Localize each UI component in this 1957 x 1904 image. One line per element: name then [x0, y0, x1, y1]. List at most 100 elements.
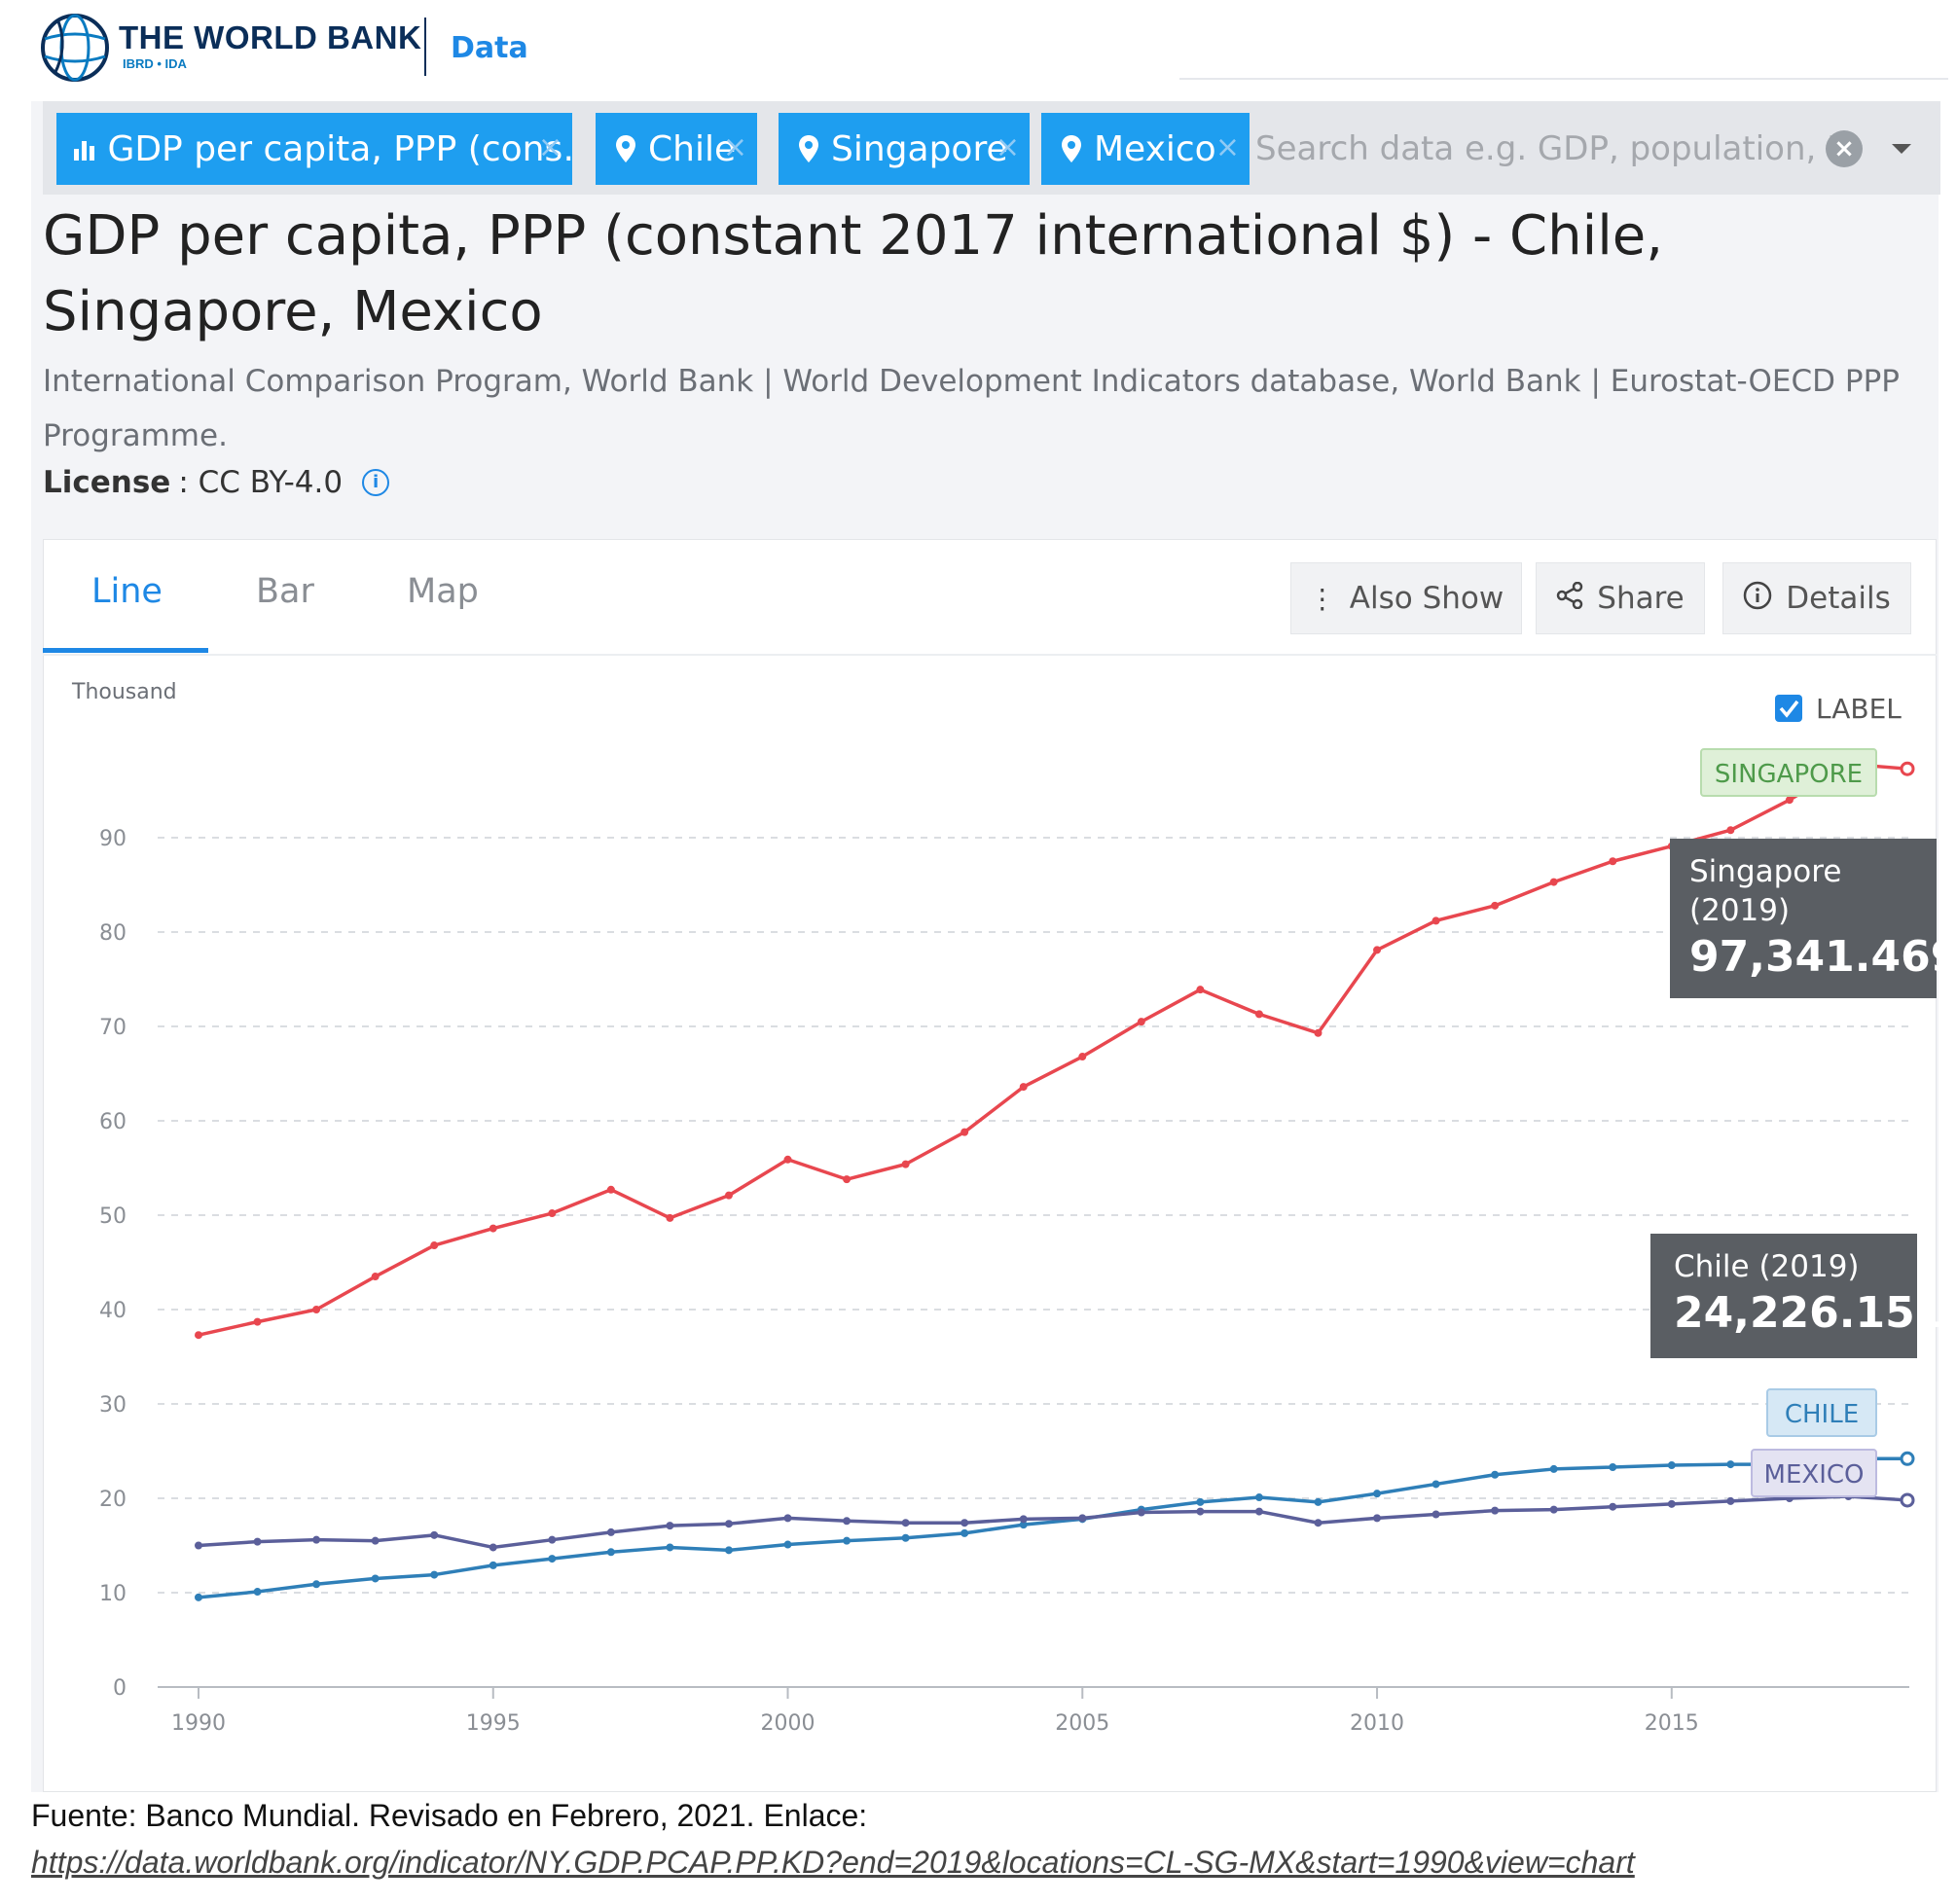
data-point	[783, 1514, 792, 1523]
data-point	[960, 1528, 969, 1537]
data-point	[253, 1317, 262, 1326]
data-point	[783, 1155, 792, 1164]
data-point	[1373, 946, 1382, 954]
data-point	[1549, 1505, 1558, 1514]
data-point	[253, 1588, 262, 1597]
data-point	[843, 1175, 852, 1184]
info-icon	[1743, 581, 1772, 617]
data-point	[1491, 1470, 1500, 1479]
data-point	[960, 1519, 969, 1527]
data-point	[606, 1527, 615, 1536]
indicator-chip[interactable]: GDP per capita, PPP (cons… ×	[56, 113, 572, 185]
license-value[interactable]: : CC BY-4.0	[178, 465, 344, 500]
data-point	[1432, 1480, 1440, 1489]
data-point	[1373, 1490, 1382, 1498]
country-chip-singapore[interactable]: Singapore ×	[779, 113, 1030, 185]
country-chip-label: Mexico	[1094, 128, 1216, 169]
x-tick-label: 2015	[1645, 1711, 1699, 1736]
data-point	[430, 1570, 439, 1579]
tab-line[interactable]: Line	[91, 572, 163, 611]
y-tick-label: 80	[99, 921, 127, 946]
data-point	[1549, 878, 1558, 886]
search-input[interactable]	[1255, 115, 1859, 183]
chart-card	[43, 539, 1937, 1792]
remove-indicator-icon[interactable]: ×	[537, 130, 562, 164]
data-point	[1019, 1083, 1028, 1092]
data-point	[1900, 1451, 1915, 1466]
tooltip-country: Chile (2019)	[1674, 1249, 1860, 1284]
world-bank-logo-text[interactable]: THE WORLD BANK	[119, 19, 422, 55]
series-label: SINGAPORE	[1715, 760, 1863, 789]
also-show-button[interactable]: ⋮ Also Show	[1290, 562, 1522, 634]
tooltip-country: Singapore	[1689, 854, 1842, 889]
map-pin-icon	[794, 132, 823, 165]
data-home-link[interactable]: Data	[451, 31, 528, 65]
data-point	[371, 1273, 380, 1281]
country-chip-chile[interactable]: Chile ×	[596, 113, 757, 185]
data-point	[783, 1540, 792, 1549]
x-tick-label: 1995	[466, 1711, 521, 1736]
series-labels: SINGAPORE CHILE MEXICO	[1700, 748, 1877, 1497]
data-point	[1491, 901, 1500, 910]
data-point	[1609, 1502, 1617, 1511]
data-point	[1254, 1493, 1263, 1502]
y-tick-label: 30	[99, 1393, 127, 1418]
info-icon[interactable]: i	[362, 469, 390, 496]
data-point	[1432, 916, 1440, 925]
tooltip-year: (2019)	[1689, 893, 1791, 928]
active-tab-indicator	[43, 648, 208, 653]
world-bank-globe-icon[interactable]	[39, 12, 111, 84]
tab-divider	[43, 654, 1937, 656]
x-tick-label: 2005	[1055, 1711, 1109, 1736]
clear-search-icon[interactable]: ×	[1826, 130, 1863, 167]
x-axis: 1990 1995 2000 2005 2010 2015	[158, 1686, 1909, 1736]
x-tick-label: 2000	[761, 1711, 815, 1736]
chart-series	[195, 760, 1915, 1601]
data-point	[901, 1160, 910, 1168]
world-bank-logo-subtitle: IBRD • IDA	[123, 56, 187, 71]
x-tick-label: 2010	[1350, 1711, 1404, 1736]
series-label: MEXICO	[1764, 1460, 1865, 1490]
tooltip-chile: Chile (2019) 24,226.151	[1650, 1234, 1945, 1358]
license-key: License	[43, 465, 171, 500]
series-label-box	[1766, 1388, 1877, 1437]
data-point	[960, 1128, 969, 1136]
data-point	[195, 1331, 202, 1340]
data-point	[606, 1548, 615, 1557]
data-point	[1726, 1496, 1735, 1505]
remove-singapore-icon[interactable]: ×	[995, 130, 1020, 164]
data-point	[1196, 1507, 1205, 1516]
label-checkbox[interactable]	[1775, 695, 1802, 722]
also-show-label: Also Show	[1349, 581, 1504, 616]
data-point	[371, 1536, 380, 1545]
source-link[interactable]: https://data.worldbank.org/indicator/NY.…	[31, 1845, 1635, 1880]
tooltip-value: 24,226.151	[1674, 1288, 1945, 1338]
data-point	[371, 1574, 380, 1583]
country-chip-label: Singapore	[831, 128, 1008, 169]
header-divider	[424, 18, 426, 76]
data-point	[1609, 1462, 1617, 1471]
data-point	[312, 1535, 321, 1544]
remove-mexico-icon[interactable]: ×	[1214, 130, 1240, 164]
share-button[interactable]: Share	[1536, 562, 1705, 634]
data-point	[1314, 1519, 1323, 1527]
chevron-down-icon[interactable]	[1892, 144, 1911, 154]
data-point	[1609, 857, 1617, 866]
details-label: Details	[1786, 581, 1891, 616]
y-axis-ticks: 0 10 20 30 40 50 60 70 80 90	[99, 827, 127, 1701]
source-caption: Fuente: Banco Mundial. Revisado en Febre…	[31, 1798, 868, 1833]
data-point	[489, 1543, 497, 1552]
data-point	[606, 1185, 615, 1194]
data-point	[901, 1519, 910, 1527]
label-toggle[interactable]: LABEL	[1775, 693, 1902, 725]
country-chip-mexico[interactable]: Mexico ×	[1041, 113, 1250, 185]
tab-bar[interactable]: Bar	[256, 572, 314, 611]
remove-chile-icon[interactable]: ×	[722, 130, 747, 164]
details-button[interactable]: Details	[1722, 562, 1911, 634]
country-chip-label: Chile	[648, 128, 737, 169]
data-point	[1078, 1514, 1087, 1523]
chart-gridlines	[158, 837, 1909, 1594]
data-point	[253, 1537, 262, 1546]
tab-map[interactable]: Map	[407, 572, 479, 611]
line-chart: 0 10 20 30 40 50 60 70 80 90 1990 1995 2000 2005 2010…	[71, 680, 1915, 1736]
